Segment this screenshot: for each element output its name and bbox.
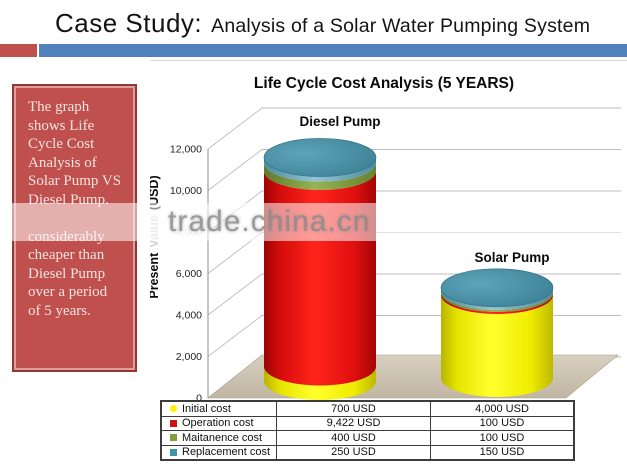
table-row: Initial cost 700 USD 4,000 USD	[160, 400, 575, 417]
row-label: Replacement cost	[182, 446, 271, 459]
category-label-solar: Solar Pump	[474, 250, 549, 265]
operation-cost-marker-icon	[170, 419, 177, 427]
cylinder-top	[440, 268, 554, 308]
row-label: Maitanence cost	[182, 431, 263, 444]
watermark-text: trade.china.cn	[168, 205, 371, 238]
diesel-value: 250 USD	[276, 444, 431, 461]
cylinder-segment-initial-cost	[264, 366, 376, 400]
cylinder-segment-initial-cost	[441, 295, 553, 397]
table-row: Operation cost 9,422 USD 100 USD	[160, 415, 575, 431]
solar-value: 100 USD	[430, 430, 575, 446]
diesel-value: 400 USD	[276, 430, 431, 446]
cylinder-segment-replacement-cost	[264, 157, 376, 182]
slide-title: Case Study: Analysis of a Solar Water Pu…	[55, 8, 590, 39]
note-line: Solar Pump VS	[28, 173, 122, 189]
note-line: Analysis of	[28, 154, 97, 171]
solar-value: 100 USD	[430, 415, 575, 431]
replacement-cost-marker-icon	[170, 448, 177, 456]
y-tick-label: 6,000	[176, 268, 202, 280]
y-tick-label: 0	[196, 393, 202, 402]
y-tick-label: 4,000	[176, 310, 202, 322]
note-line: Cycle Cost	[28, 136, 95, 152]
gridline	[207, 107, 621, 150]
accent-bar-blue	[39, 44, 627, 57]
category-label-diesel: Diesel Pump	[299, 114, 380, 129]
table-row: Replacement cost 250 USD 150 USD	[160, 444, 575, 461]
y-tick-label: 12,000	[170, 144, 202, 156]
y-tick-label: 2,000	[176, 351, 202, 363]
gridline	[207, 149, 621, 191]
row-label: Operation cost	[182, 417, 254, 430]
note-line: The graph	[28, 99, 90, 115]
note-line: over a period	[28, 284, 108, 300]
initial-cost-marker-icon	[170, 405, 177, 413]
note-line: cheaper than	[28, 247, 105, 263]
cost-table: Initial cost 700 USD 4,000 USD Operation…	[160, 400, 575, 461]
watermark-band: trade.china.cn	[0, 203, 627, 241]
chart-title: Life Cycle Cost Analysis (5 YEARS)	[254, 75, 514, 92]
table-row: Maitanence cost 400 USD 100 USD	[160, 430, 575, 446]
note-line: shows Life	[28, 117, 95, 134]
solar-value: 150 USD	[430, 444, 575, 461]
slide-title-main: Case Study:	[55, 8, 203, 38]
diesel-value: 700 USD	[276, 400, 431, 417]
y-tick-label: 10,000	[170, 185, 202, 197]
note-line: Diesel Pump	[28, 265, 106, 282]
cylinder-segment-maitanence-cost	[264, 162, 376, 190]
diesel-value: 9,422 USD	[276, 415, 431, 431]
note-line: of 5 years.	[28, 302, 91, 319]
solar-value: 4,000 USD	[430, 400, 575, 417]
accent-bar-red	[0, 44, 37, 57]
slide-title-sub: Analysis of a Solar Water Pumping System	[211, 15, 591, 37]
row-label: Initial cost	[182, 402, 231, 415]
cylinder-top	[263, 138, 377, 177]
maintenance-cost-marker-icon	[170, 434, 177, 442]
